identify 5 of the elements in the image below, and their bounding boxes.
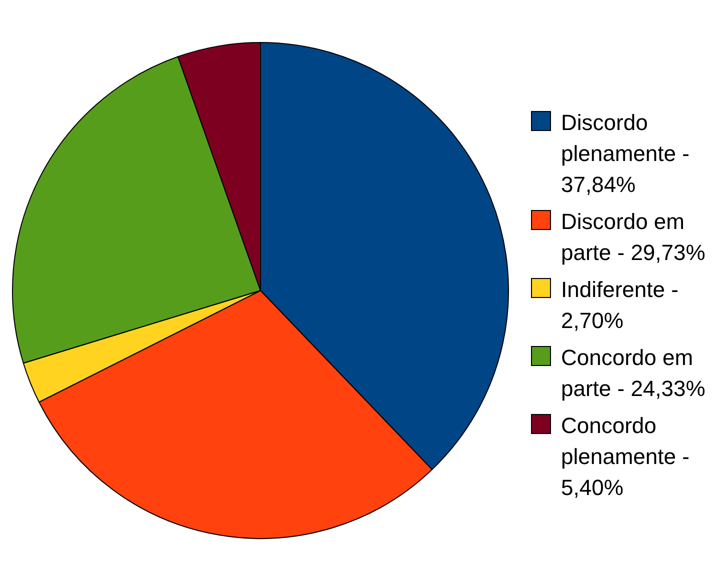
- legend-label: Concordo plenamente - 5,40%: [561, 412, 690, 502]
- legend-label: Discordo em parte - 29,73%: [561, 208, 706, 267]
- legend-label: Discordo plenamente - 37,84%: [561, 109, 690, 199]
- legend-label: Concordo em parte - 24,33%: [561, 344, 706, 403]
- legend-label: Indiferente - 2,70%: [561, 276, 680, 335]
